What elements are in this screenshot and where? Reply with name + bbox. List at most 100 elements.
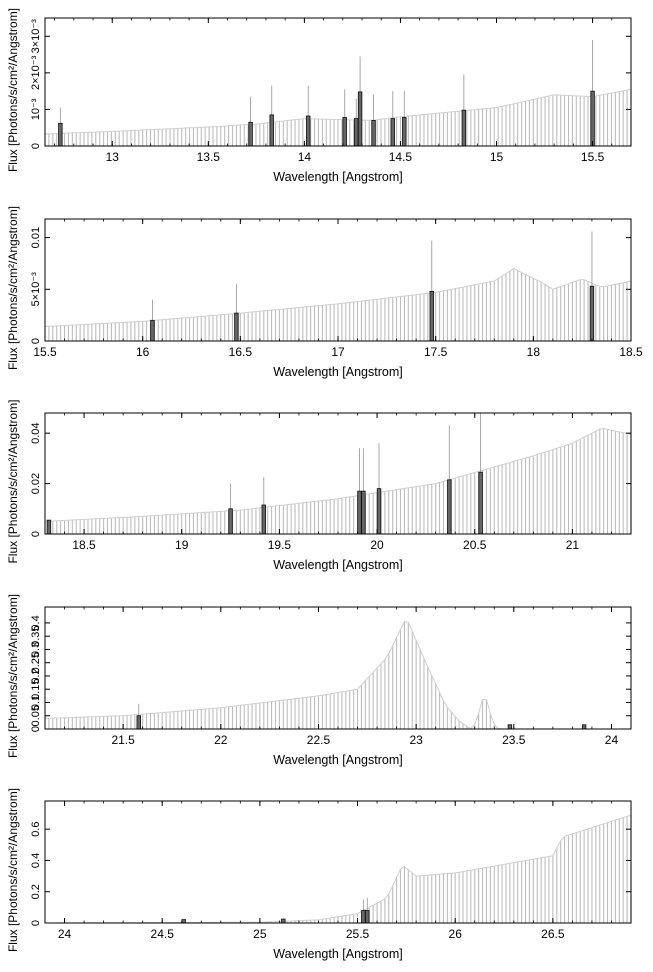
- emission-line-bar: [429, 290, 434, 342]
- y-tick-label: 0.35: [30, 625, 42, 646]
- x-tick-label: 24: [58, 927, 72, 941]
- x-tick-label: 15.5: [581, 150, 605, 164]
- y-tick-label: 0: [30, 143, 42, 149]
- emission-line-bar: [365, 910, 370, 924]
- panel-4: 21.5 22 22.5 23 23.5 2400.050.10.150.20.250.3…: [6, 594, 632, 767]
- y-tick-label: 0: [30, 920, 42, 926]
- x-axis-label: Wavelength [Angstrom]: [273, 365, 402, 379]
- x-tick-label: 14: [298, 150, 312, 164]
- continuum-envelope: [45, 814, 632, 924]
- x-tick-label: 18.5: [619, 345, 643, 359]
- emission-line-bar: [461, 109, 467, 147]
- x-tick-label: 15.5: [33, 345, 57, 359]
- x-tick-label: 20: [370, 538, 384, 552]
- y-tick-label: 0.02: [30, 473, 42, 494]
- x-tick-label: 26: [449, 927, 463, 941]
- emission-line-bar: [390, 118, 395, 147]
- x-tick-label: 18: [527, 345, 541, 359]
- y-tick-label: 0.04: [30, 422, 42, 443]
- x-tick-label: 22: [214, 733, 228, 747]
- x-tick-label: 13.5: [197, 150, 221, 164]
- y-tick-label: 0.3: [30, 642, 42, 657]
- x-tick-label: 14.5: [389, 150, 413, 164]
- y-tick-label: 0.1: [30, 695, 42, 710]
- emission-line-bar: [402, 117, 407, 147]
- y-axis-label: Flux [Photons/s/cm²/Angstrom]: [6, 594, 20, 758]
- emission-line-bar: [581, 724, 587, 730]
- emission-line-bar: [234, 312, 239, 342]
- y-axis-label: Flux [Photons/s/cm²/Angstrom]: [6, 399, 20, 563]
- emission-line-bar: [357, 91, 363, 147]
- emission-line-bar: [261, 504, 266, 535]
- x-tick-label: 26.5: [541, 927, 565, 941]
- x-tick-label: 24: [605, 733, 619, 747]
- plot-frame: [44, 17, 632, 147]
- emission-line-bar: [181, 919, 186, 924]
- y-tick-label: 0: [30, 531, 42, 537]
- x-tick-label: 16: [136, 345, 150, 359]
- y-tick-label: 5×10⁻³: [30, 272, 42, 307]
- x-tick-label: 21: [566, 538, 580, 552]
- x-axis-label: Wavelength [Angstrom]: [273, 947, 402, 961]
- x-tick-label: 19.5: [268, 538, 292, 552]
- y-tick-label: 0.05: [30, 705, 42, 726]
- emission-line-bar: [371, 120, 376, 147]
- emission-line-bar: [306, 115, 311, 147]
- emission-line-bar: [281, 918, 286, 924]
- panel-3: 18.5 19 19.5 20 20.5 21 0 0.02 0.04 Wavelength [A…: [6, 399, 632, 572]
- y-tick-label: 0.2: [30, 884, 42, 899]
- x-tick-label: 16.5: [229, 345, 253, 359]
- continuum-envelope: [44, 268, 632, 327]
- x-tick-label: 22.5: [307, 733, 331, 747]
- x-axis-label: Wavelength [Angstrom]: [273, 753, 402, 767]
- y-tick-label: 0.4: [30, 853, 42, 868]
- emission-line-bar: [361, 490, 366, 535]
- y-tick-label: 0.01: [30, 227, 42, 248]
- y-tick-label: 0.4: [30, 615, 42, 630]
- emission-line-bar: [590, 90, 595, 147]
- emission-line-bar: [46, 519, 52, 535]
- emission-line-bar: [136, 715, 141, 730]
- x-tick-label: 24.5: [151, 927, 175, 941]
- y-tick-label: 2×10⁻³: [30, 55, 42, 90]
- emission-line-bar: [228, 508, 233, 535]
- y-tick-label: 3×10⁻³: [30, 19, 42, 54]
- emission-line-bar: [357, 490, 362, 535]
- y-tick-label: 0.15: [30, 679, 42, 700]
- emission-line-bar: [150, 319, 155, 342]
- x-axis-label: Wavelength [Angstrom]: [273, 170, 402, 184]
- emission-line-bar: [269, 114, 274, 147]
- panel-2: 15.5 16 16.5 17 17.5 18 18.5 0 5×10⁻³ 0.01 Wavelen…: [6, 206, 643, 379]
- x-tick-label: 23: [409, 733, 423, 747]
- x-tick-label: 20.5: [463, 538, 487, 552]
- continuum-envelope: [44, 427, 632, 522]
- y-tick-label: 0: [30, 338, 42, 344]
- plot-frame: [44, 800, 632, 924]
- emission-line-bar: [507, 724, 513, 730]
- panel-1: 13 13.5 14 14.5 15 15.5 0 10⁻³ 2×10⁻³3×10⁻³ Wavel…: [6, 8, 632, 184]
- x-axis-label: Wavelength [Angstrom]: [273, 558, 402, 572]
- emission-line-bar: [342, 117, 347, 147]
- y-tick-label: 0: [30, 726, 42, 732]
- emission-line-bar: [589, 285, 595, 342]
- y-tick-label: 0.25: [30, 652, 42, 673]
- continuum-envelope: [44, 88, 632, 135]
- y-tick-label: 0.6: [30, 822, 42, 837]
- x-tick-label: 17: [331, 345, 345, 359]
- emission-line-bar: [447, 479, 452, 535]
- y-axis-label: Flux [Photons/s/cm²/Angstrom]: [6, 8, 20, 172]
- x-tick-label: 25.5: [346, 927, 370, 941]
- emission-line-bar: [58, 122, 63, 147]
- x-tick-label: 19: [175, 538, 189, 552]
- x-tick-label: 13: [106, 150, 120, 164]
- emission-line-bar: [376, 488, 382, 535]
- y-axis-label: Flux [Photons/s/cm²/Angstrom]: [6, 206, 20, 370]
- emission-line-bar: [361, 910, 366, 924]
- emission-line-bar: [354, 118, 359, 147]
- y-tick-label: 0.2: [30, 668, 42, 683]
- y-axis-label: Flux [Photons/s/cm²/Angstrom]: [6, 788, 20, 952]
- x-tick-label: 23.5: [502, 733, 526, 747]
- x-tick-label: 15: [490, 150, 504, 164]
- emission-line-bar: [248, 121, 253, 147]
